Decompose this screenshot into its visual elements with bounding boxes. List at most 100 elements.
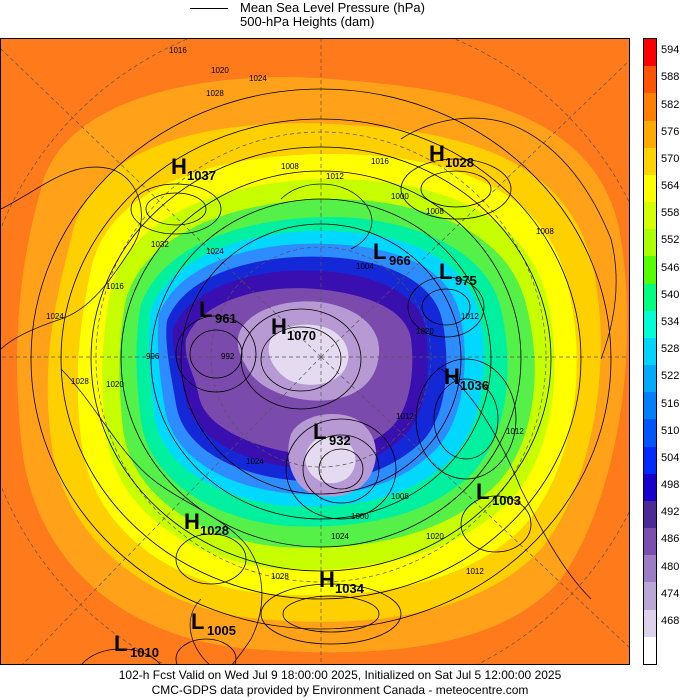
data-credit-text: CMC-GDPS data provided by Environment Ca… — [151, 683, 529, 697]
isobar-label: 1024 — [249, 74, 267, 83]
low-pressure-center: L 1003 — [476, 479, 521, 508]
colorbar-segment — [644, 256, 656, 285]
pressure-center-letter: H — [184, 509, 200, 534]
mslp-legend-line — [190, 8, 228, 9]
colorbar-tick-label: 480 — [661, 560, 680, 573]
isobar-label: 1008 — [536, 227, 554, 236]
isobar-label: 996 — [146, 352, 160, 361]
colorbar-tick-label: 468 — [661, 614, 680, 627]
isobar-contour — [81, 648, 161, 664]
pressure-center-letter: L — [114, 631, 127, 656]
colorbar-tick-label: 498 — [661, 479, 680, 492]
coastlines — [1, 117, 617, 664]
isobar-label: 1020 — [416, 327, 434, 336]
pressure-center-value: 1070 — [287, 328, 316, 343]
isobar-label: 1016 — [106, 282, 124, 291]
isobar-label: 1020 — [211, 66, 229, 75]
pressure-center-letter: L — [439, 259, 452, 284]
coastline — [1, 166, 142, 350]
isobar-label: 1024 — [331, 532, 349, 541]
colorbar-tick-label: 486 — [661, 533, 680, 546]
pressure-center-value: 1028 — [445, 155, 474, 170]
pressure-center-value: 1010 — [130, 645, 159, 660]
isobar-contour — [175, 638, 237, 664]
low-pressure-center: L 1005 — [191, 609, 236, 638]
isobar-contour — [282, 595, 380, 633]
colorbar-tick-label: 492 — [661, 506, 680, 519]
pressure-center-value: 1034 — [335, 581, 365, 596]
pressure-center-letter: H — [271, 314, 287, 339]
isobar-contour — [318, 448, 364, 490]
height-colorbar — [643, 38, 657, 665]
isobar-contour — [407, 276, 485, 338]
meridian-line — [22, 356, 322, 664]
isobar-contour — [302, 434, 380, 504]
map-footer: 102-h Fcst Valid on Wed Jul 9 18:00:00 2… — [0, 668, 680, 700]
meridian-line — [320, 356, 629, 648]
colorbar-segment — [644, 202, 656, 230]
colorbar-segment — [644, 555, 656, 583]
isobar-contour — [460, 495, 532, 553]
colorbar-segment — [644, 39, 656, 67]
isobar-contour — [400, 158, 512, 220]
map-legend: Mean Sea Level Pressure (hPa) 500-hPa He… — [0, 0, 680, 34]
pressure-center-letter: L — [199, 297, 212, 322]
pressure-center-value: 1028 — [200, 523, 229, 538]
pressure-center-value: 1036 — [460, 378, 489, 393]
low-pressure-center: L 975 — [439, 259, 477, 288]
coastline — [189, 598, 210, 664]
colorbar-segment — [644, 93, 656, 122]
isobar-label: 1020 — [426, 532, 444, 541]
isobar-label: 1028 — [271, 572, 289, 581]
colorbar-tick-label: 474 — [661, 587, 680, 600]
isobar-label: 1016 — [371, 157, 389, 166]
colorbar-tick-label: 588 — [661, 71, 680, 84]
colorbar-tick-label: 516 — [661, 397, 680, 410]
isobar-contours — [30, 88, 612, 664]
isobar-label: 1012 — [506, 427, 524, 436]
pressure-center-value: 1003 — [492, 493, 521, 508]
isobar-label: 1012 — [466, 567, 484, 576]
pressure-center-letter: L — [476, 479, 489, 504]
isobar-contour — [30, 88, 612, 630]
colorbar-tick-label: 582 — [661, 98, 680, 111]
isobar-contour — [421, 288, 471, 326]
isobar-contour — [260, 583, 402, 645]
low-pressure-center: L 961 — [199, 297, 237, 326]
isobar-label: 1012 — [461, 312, 479, 321]
colorbar-segment — [644, 337, 656, 366]
low-pressure-center: L 1010 — [114, 631, 159, 660]
colorbar-tick-label: 546 — [661, 261, 680, 274]
isobar-labels: 1016 1020 1024 1028 1012 1016 1000 1008 1012 1008… — [46, 46, 554, 581]
forecast-valid-text: 102-h Fcst Valid on Wed Jul 9 18:00:00 2… — [118, 668, 562, 682]
colorbar-segment — [644, 582, 656, 611]
isobar-label: 1032 — [151, 240, 169, 249]
isobar-contour — [90, 146, 552, 572]
colorbar-tick-label: 510 — [661, 424, 680, 437]
colorbar-segment — [644, 392, 656, 420]
isobar-label: 1012 — [396, 412, 414, 421]
lat-lon-grid — [1, 39, 629, 664]
colorbar-tick-label: 594 — [661, 44, 680, 57]
pressure-center-value: 975 — [455, 273, 477, 288]
isobar-label: 1028 — [206, 89, 224, 98]
colorbar-segment — [644, 283, 656, 312]
high-pressure-center: H 1034 — [319, 567, 365, 596]
isobar-label: 1008 — [426, 207, 444, 216]
colorbar-segment — [644, 174, 656, 203]
colorbar-segment — [644, 365, 656, 393]
polar-map: 1016 1020 1024 1028 1012 1016 1000 1008 1012 1008… — [1, 39, 629, 664]
meridian-line — [320, 60, 629, 358]
isobar-contour — [175, 533, 247, 585]
isobar-contour — [260, 326, 342, 392]
colorbar-tick-label: 552 — [661, 234, 680, 247]
colorbar-segment — [644, 528, 656, 556]
isobar-label: 1000 — [351, 512, 369, 521]
colorbar-tick-label: 564 — [661, 180, 680, 193]
isobar-label: 1020 — [106, 380, 124, 389]
colorbar-segment — [644, 636, 656, 665]
latitude-circle — [210, 246, 432, 468]
isobar-contour — [433, 378, 499, 460]
isobar-contour — [60, 118, 582, 600]
high-pressure-center: H 1070 — [271, 314, 316, 343]
